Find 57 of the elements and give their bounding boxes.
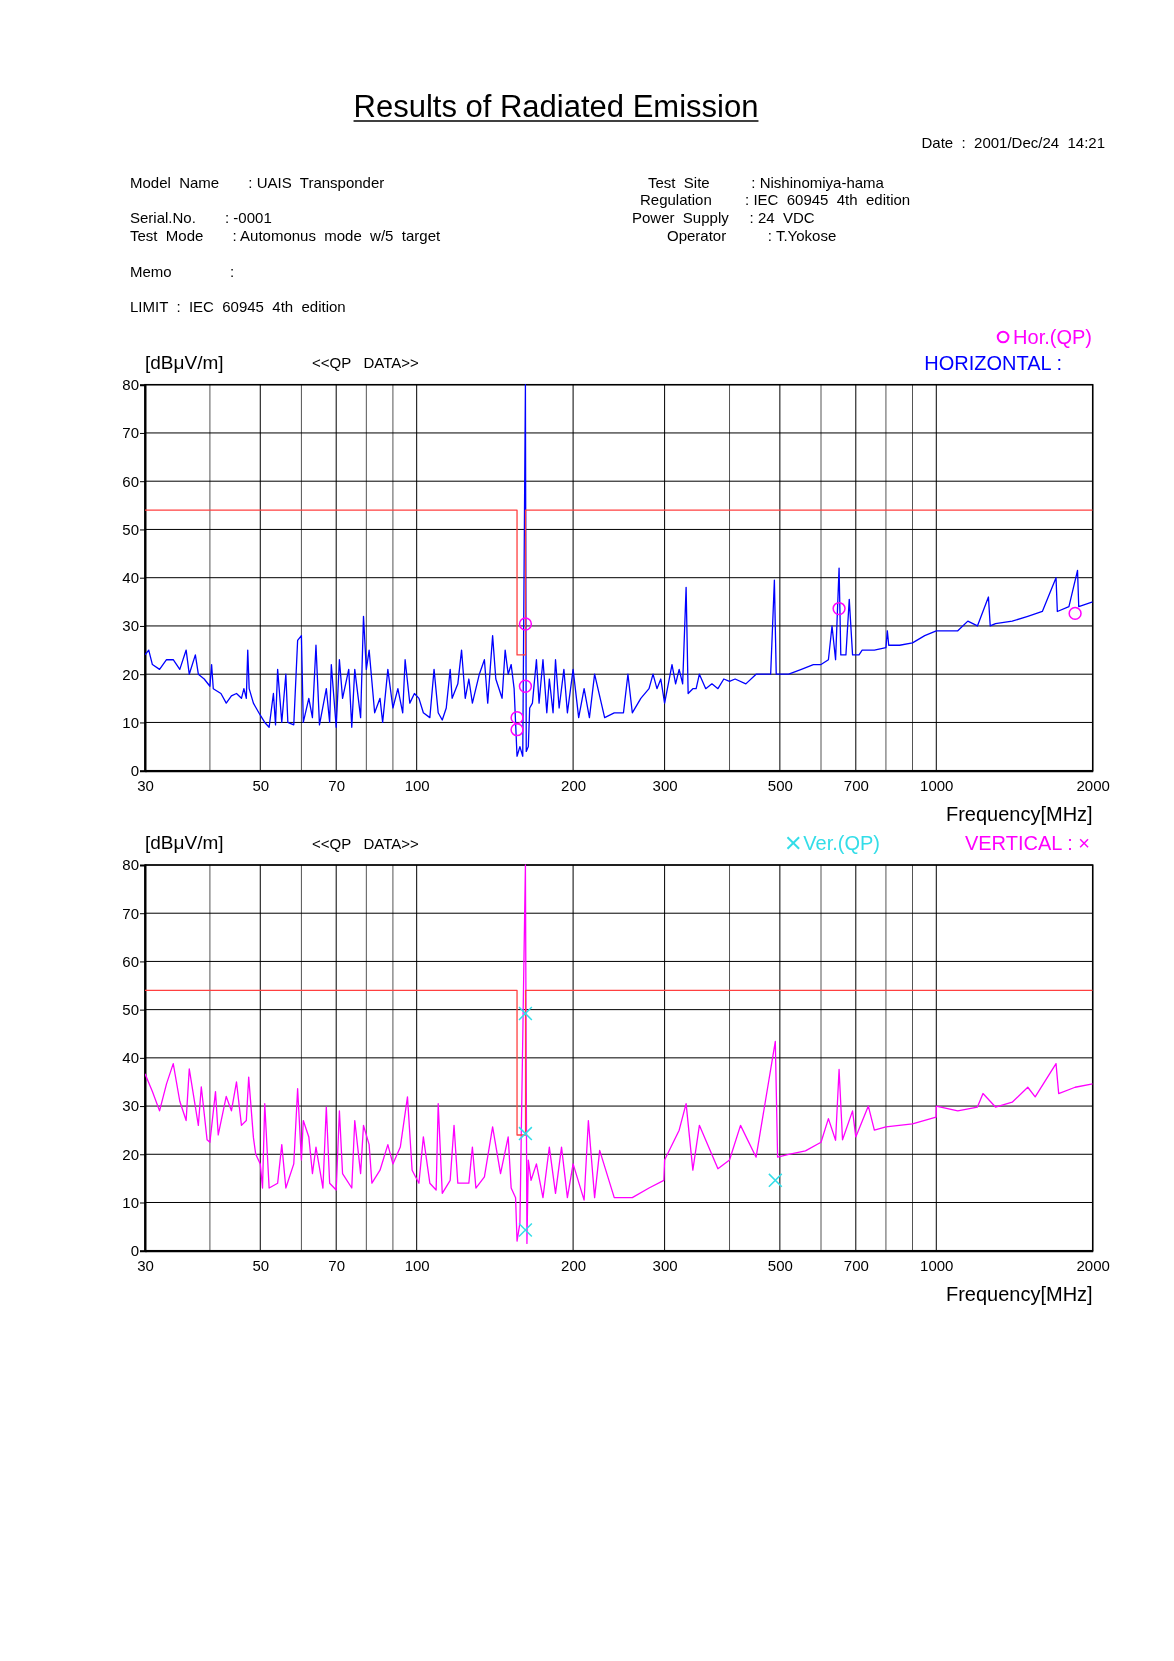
x-tick-label: 50 bbox=[252, 1257, 270, 1275]
text: Test Site : Nishinomiya-hama bbox=[648, 174, 885, 191]
x-tick-label: 1000 bbox=[920, 777, 954, 795]
x-tick-label: 500 bbox=[767, 777, 793, 795]
text: Serial.No. : -0001 bbox=[130, 209, 272, 226]
x-tick-label: 200 bbox=[561, 1257, 587, 1275]
y-tick-label: 0 bbox=[130, 762, 139, 779]
chart-title: Results of Radiated Emission bbox=[353, 89, 759, 124]
y-tick-label: 30 bbox=[122, 1097, 139, 1115]
x-tick-label: 2000 bbox=[1076, 777, 1110, 795]
y-tick-label: 70 bbox=[122, 904, 139, 922]
chart-subtitle: VERTICAL : × bbox=[964, 832, 1090, 854]
x-tick-label: 500 bbox=[767, 1257, 793, 1275]
x-axis-title: Frequency[MHz] bbox=[945, 1282, 1093, 1305]
y-tick-label: 10 bbox=[122, 713, 139, 731]
y-tick-label: 40 bbox=[122, 569, 139, 586]
text: Memo : bbox=[130, 263, 235, 280]
y-tick-label: 80 bbox=[122, 856, 139, 874]
text: <<QP DATA>> bbox=[312, 835, 419, 852]
text: Regulation : IEC 60945 4th edition bbox=[640, 191, 911, 208]
x-tick-label: 1000 bbox=[920, 1257, 954, 1275]
x-tick-label: 70 bbox=[328, 1257, 346, 1275]
y-tick-label: 0 bbox=[130, 1242, 139, 1259]
y-tick-label: 70 bbox=[122, 424, 139, 442]
x-tick-label: 300 bbox=[652, 777, 678, 795]
legend-label: Ver.(QP) bbox=[803, 832, 880, 854]
x-tick-label: 50 bbox=[252, 777, 270, 795]
text: Operator : T.Yokose bbox=[667, 227, 837, 244]
y-tick-label: 30 bbox=[122, 617, 139, 635]
x-tick-label: 100 bbox=[404, 777, 430, 795]
x-tick-label: 300 bbox=[652, 1257, 678, 1275]
x-tick-label: 700 bbox=[843, 1257, 869, 1275]
y-tick-label: 10 bbox=[122, 1193, 139, 1211]
y-tick-label: 20 bbox=[122, 665, 139, 683]
text: Test Mode : Automonus mode w/5 target bbox=[130, 227, 441, 244]
y-axis-title: [dBμV/m] bbox=[145, 351, 224, 373]
legend-label: Hor.(QP) bbox=[1013, 326, 1092, 348]
chart-subtitle: HORIZONTAL : bbox=[924, 352, 1062, 374]
x-tick-label: 700 bbox=[843, 777, 869, 795]
y-tick-label: 40 bbox=[122, 1049, 139, 1067]
x-tick-label: 200 bbox=[561, 777, 587, 795]
text: Date : 2001/Dec/24 14:21 bbox=[921, 134, 1105, 151]
y-tick-label: 20 bbox=[122, 1145, 139, 1163]
text: Power Supply : 24 VDC bbox=[632, 209, 815, 226]
x-tick-label: 2000 bbox=[1076, 1257, 1110, 1275]
y-tick-label: 60 bbox=[122, 472, 139, 490]
text: Model Name : UAIS Transponder bbox=[130, 174, 385, 191]
y-axis-title: [dBμV/m] bbox=[145, 832, 224, 853]
y-tick-label: 60 bbox=[122, 952, 139, 970]
text: <<QP DATA>> bbox=[312, 354, 419, 371]
y-tick-label: 50 bbox=[122, 520, 139, 538]
y-tick-label: 80 bbox=[122, 376, 139, 393]
x-tick-label: 100 bbox=[404, 1257, 430, 1275]
x-axis-title: Frequency[MHz] bbox=[945, 802, 1093, 825]
x-tick-label: 70 bbox=[328, 777, 346, 795]
y-tick-label: 50 bbox=[122, 1000, 139, 1018]
text: LIMIT : IEC 60945 4th edition bbox=[130, 298, 346, 315]
